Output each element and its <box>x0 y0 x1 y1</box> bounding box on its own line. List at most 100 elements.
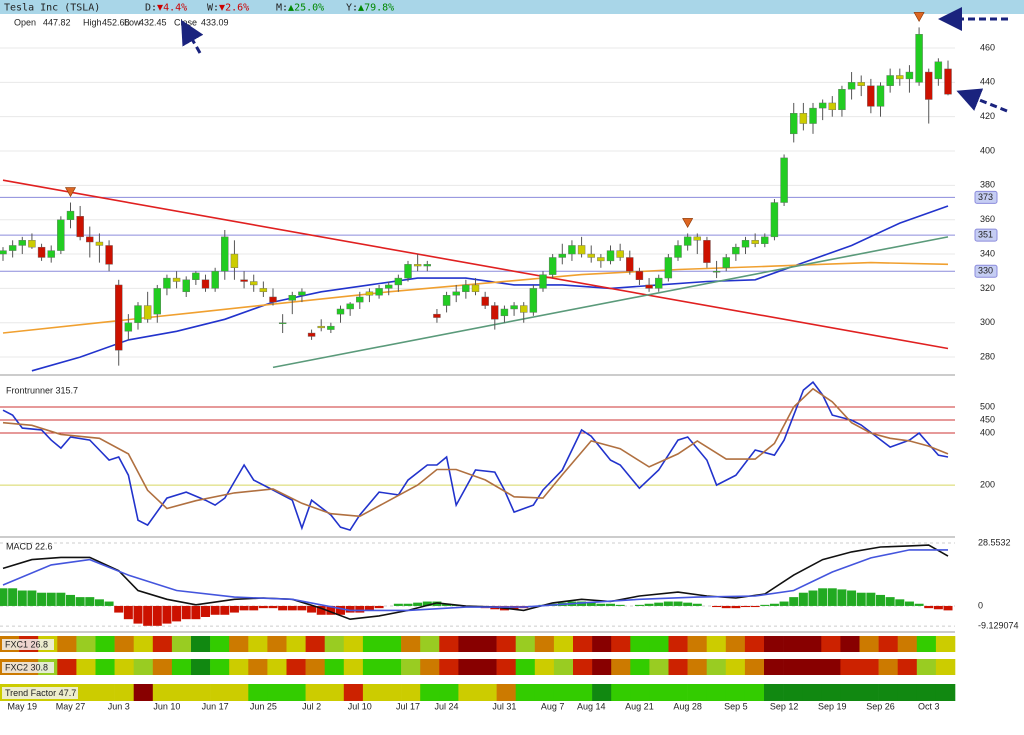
histogram-bar <box>606 603 616 606</box>
change-value: ▼4.4% <box>157 3 187 14</box>
x-tick-label: Oct 3 <box>918 701 940 711</box>
heat-cell <box>534 684 555 701</box>
signal-marker <box>682 218 694 229</box>
heat-cell <box>764 684 784 701</box>
histogram-bar <box>307 605 317 613</box>
heat-cell <box>382 636 402 652</box>
candle-body <box>105 245 113 265</box>
candle-body <box>240 279 248 282</box>
heat-cell <box>592 636 612 652</box>
change-label: W: <box>207 3 219 14</box>
candle-body <box>674 245 682 258</box>
heat-cell <box>515 684 536 701</box>
x-tick-label: Jul 31 <box>492 701 516 711</box>
histogram-bar <box>779 601 789 606</box>
x-tick-label: Aug 28 <box>673 701 702 711</box>
histogram-bar <box>239 605 249 611</box>
candle-body <box>221 236 229 272</box>
x-tick-label: Sep 19 <box>818 701 847 711</box>
histogram-bar <box>316 605 326 615</box>
heat-cell <box>286 659 306 675</box>
heat-cell <box>630 636 650 652</box>
candle-body <box>770 202 779 238</box>
histogram-bar <box>615 604 625 606</box>
candle-body <box>915 34 923 83</box>
histogram-bar <box>17 590 27 606</box>
histogram-bar <box>326 605 336 615</box>
heat-cell <box>286 684 306 701</box>
candle-body <box>838 89 846 111</box>
histogram-bar <box>827 588 837 606</box>
histogram-bar <box>0 588 8 606</box>
candle-body <box>529 288 538 313</box>
heat-cell <box>534 636 555 652</box>
heat-cell <box>687 684 707 701</box>
change-stat: M:▲25.0% <box>276 3 324 14</box>
candle-body <box>587 253 595 258</box>
y-tick-label: -9.129074 <box>978 620 1019 630</box>
histogram-bar <box>220 605 230 615</box>
candle-body <box>925 71 933 100</box>
candle-body <box>172 277 181 282</box>
heat-cell <box>76 636 96 652</box>
histogram-bar <box>837 589 847 606</box>
x-tick-label: Jul 17 <box>396 701 420 711</box>
histogram-bar <box>114 605 124 613</box>
candle-body <box>741 240 750 248</box>
heat-cell <box>630 659 650 675</box>
heat-cell <box>324 636 345 652</box>
histogram-bar <box>345 605 355 613</box>
heat-cell <box>744 636 765 652</box>
histogram-bar <box>847 590 857 606</box>
heat-cell <box>95 684 115 701</box>
change-value: ▲79.8% <box>358 3 394 14</box>
y-tick-label: 340 <box>980 248 995 258</box>
ohlc-value: 452.68 <box>102 17 130 27</box>
change-stat: Y:▲79.8% <box>346 3 394 14</box>
histogram-bar <box>355 605 365 613</box>
x-tick-label: Jul 10 <box>348 701 372 711</box>
candle-body <box>481 296 489 306</box>
heat-cell <box>534 659 555 675</box>
candle-body <box>269 296 277 303</box>
histogram-bar <box>336 605 346 615</box>
y-tick-label: 0 <box>978 600 983 610</box>
candle-body <box>307 332 316 337</box>
histogram-bar <box>422 601 432 606</box>
x-tick-label: May 27 <box>56 701 86 711</box>
heat-cell <box>171 684 192 701</box>
histogram-bar <box>654 602 664 606</box>
candle-body <box>712 271 721 273</box>
candle-body <box>356 296 364 303</box>
histogram-bar <box>914 603 924 606</box>
candle-body <box>558 253 566 258</box>
histogram-bar <box>374 605 384 609</box>
candle-body <box>37 246 46 258</box>
heat-cell <box>515 659 536 675</box>
candle-body <box>134 305 142 323</box>
heat-cell <box>573 684 593 701</box>
candle-body <box>828 102 836 111</box>
heat-cell <box>611 636 631 652</box>
heat-cell <box>401 684 421 701</box>
histogram-bar <box>721 605 731 609</box>
candle-body <box>47 250 55 258</box>
candle-body <box>857 82 865 86</box>
candle-body <box>385 284 393 289</box>
heat-cell <box>592 684 612 701</box>
change-stat: D:▼4.4% <box>145 3 187 14</box>
heat-cell <box>916 636 937 652</box>
histogram-bar <box>56 592 66 606</box>
heat-cell <box>439 659 459 675</box>
heat-cell <box>668 659 688 675</box>
heat-cell <box>191 659 211 675</box>
x-tick-label: Sep 5 <box>724 701 748 711</box>
heat-cell <box>649 659 669 675</box>
heat-cell <box>114 659 134 675</box>
candle-body <box>876 85 885 107</box>
candle-body <box>790 113 798 135</box>
heat-cell <box>744 684 765 701</box>
x-tick-label: Jul 24 <box>435 701 459 711</box>
level-label: 330 <box>978 266 993 276</box>
candle-body <box>606 250 615 262</box>
